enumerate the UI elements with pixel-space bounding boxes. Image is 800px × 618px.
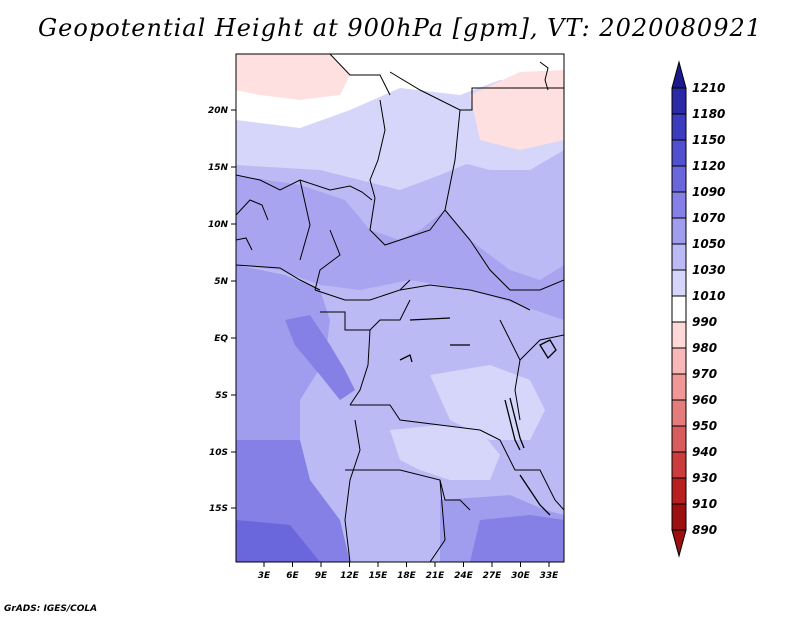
lakes xyxy=(399,317,557,516)
colorbar-label: 930 xyxy=(692,471,717,485)
colorbar-label: 950 xyxy=(692,419,717,433)
colorbar-label: 980 xyxy=(692,341,717,355)
lat-tick-label: EQ xyxy=(214,334,228,344)
colorbar-swatch xyxy=(671,139,687,167)
colorbar-swatch xyxy=(671,347,687,375)
colorbar-label: 1180 xyxy=(692,107,725,121)
colorbar-label: 970 xyxy=(692,367,717,381)
colorbar-swatch xyxy=(671,425,687,453)
lon-tick-label: 12E xyxy=(340,571,360,581)
colorbar-label: 1120 xyxy=(692,159,725,173)
lon-tick-label: 24E xyxy=(454,571,474,581)
colorbar-label: 1150 xyxy=(692,133,725,147)
lat-tick-label: 5N xyxy=(214,277,228,287)
lon-tick-label: 6E xyxy=(286,571,299,581)
lat-tick-label: 15S xyxy=(209,504,228,514)
map-title: Geopotential Height at 900hPa [gpm], VT:… xyxy=(38,14,762,42)
colorbar-label: 1210 xyxy=(692,81,725,95)
colorbar-label: 1090 xyxy=(692,185,725,199)
colorbar-label: 910 xyxy=(692,497,717,511)
colorbar-label: 890 xyxy=(692,523,717,537)
colorbar-swatch xyxy=(671,399,687,427)
colorbar-swatch xyxy=(671,191,687,219)
latitude-axis: 20N 15N 10N 5N EQ 5S 10S 15S xyxy=(208,106,236,514)
colorbar: 1210 1180 1150 1120 1090 1070 1050 1030 1010 990 9… xyxy=(671,60,725,558)
height-field xyxy=(236,54,564,562)
lat-tick-label: 10S xyxy=(209,448,228,458)
colorbar-top-arrow xyxy=(671,60,687,89)
lon-tick-label: 9E xyxy=(315,571,328,581)
lon-tick-label: 21E xyxy=(426,571,446,581)
colorbar-label: 1050 xyxy=(692,237,725,251)
colorbar-swatch xyxy=(671,217,687,245)
colorbar-label: 1070 xyxy=(692,211,725,225)
colorbar-label: 990 xyxy=(692,315,717,329)
lon-tick-label: 15E xyxy=(369,571,389,581)
colorbar-label: 1030 xyxy=(692,263,725,277)
lon-tick-label: 30E xyxy=(511,571,531,581)
colorbar-label: 940 xyxy=(692,445,717,459)
colorbar-swatch xyxy=(671,165,687,193)
colorbar-swatch xyxy=(671,477,687,505)
lon-tick-label: 27E xyxy=(483,571,503,581)
lon-tick-label: 33E xyxy=(540,571,560,581)
colorbar-swatch xyxy=(671,451,687,479)
colorbar-swatch xyxy=(671,503,687,531)
lon-tick-label: 3E xyxy=(258,571,271,581)
colorbar-swatch xyxy=(671,243,687,271)
colorbar-swatch xyxy=(671,321,687,349)
colorbar-swatch xyxy=(671,113,687,141)
grads-credit: GrADS: IGES/COLA xyxy=(4,604,98,614)
lon-tick-label: 18E xyxy=(397,571,417,581)
lat-tick-label: 5S xyxy=(215,391,228,401)
lat-tick-label: 20N xyxy=(208,106,229,116)
country-borders xyxy=(236,54,564,562)
lat-tick-label: 10N xyxy=(208,220,229,230)
colorbar-label: 960 xyxy=(692,393,717,407)
map-frame xyxy=(235,53,565,563)
colorbar-label: 1010 xyxy=(692,289,725,303)
colorbar-swatch xyxy=(671,87,687,115)
colorbar-bottom-arrow xyxy=(671,529,687,558)
colorbar-swatch xyxy=(671,269,687,297)
colorbar-swatch xyxy=(671,373,687,401)
longitude-axis: 3E 6E 9E 12E 15E 18E 21E 24E 27E 30E 33E xyxy=(258,562,559,581)
colorbar-swatch xyxy=(671,295,687,323)
lat-tick-label: 15N xyxy=(208,163,229,173)
